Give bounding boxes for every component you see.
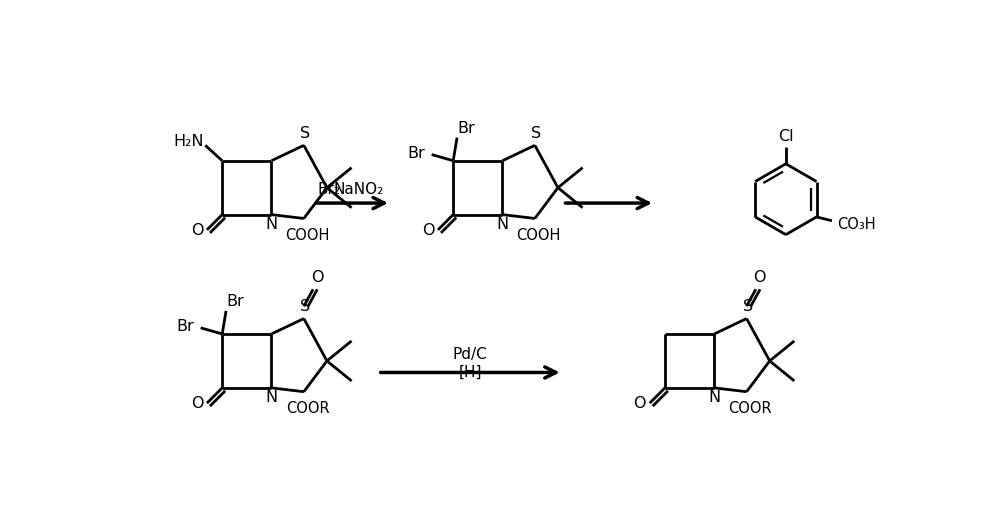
Text: CO₃H: CO₃H: [837, 217, 876, 232]
Text: S: S: [300, 299, 310, 314]
Text: S: S: [743, 299, 753, 314]
Text: Br: Br: [226, 294, 244, 309]
Text: O: O: [422, 223, 434, 238]
Text: Br: Br: [176, 319, 194, 334]
Text: O: O: [311, 270, 323, 285]
Text: N: N: [708, 391, 720, 406]
Text: H₂N: H₂N: [173, 134, 204, 149]
Text: N: N: [265, 217, 278, 232]
Text: S: S: [300, 125, 310, 140]
Text: COOR: COOR: [286, 401, 329, 416]
Text: O: O: [753, 270, 766, 285]
Text: N: N: [265, 391, 278, 406]
Text: COOH: COOH: [285, 228, 330, 243]
Text: Br: Br: [457, 121, 475, 136]
Text: Pd/C: Pd/C: [453, 347, 488, 362]
Text: O: O: [191, 396, 203, 411]
Text: Br₂: Br₂: [318, 182, 341, 197]
Text: NaNO₂: NaNO₂: [333, 182, 384, 197]
Text: N: N: [496, 217, 509, 232]
Text: O: O: [191, 223, 203, 238]
Text: Cl: Cl: [778, 130, 794, 145]
Text: O: O: [633, 396, 646, 411]
Text: [H]: [H]: [458, 365, 482, 380]
Text: S: S: [531, 125, 541, 140]
Text: COOR: COOR: [729, 401, 772, 416]
Text: Br: Br: [407, 146, 425, 161]
Text: COOH: COOH: [516, 228, 561, 243]
